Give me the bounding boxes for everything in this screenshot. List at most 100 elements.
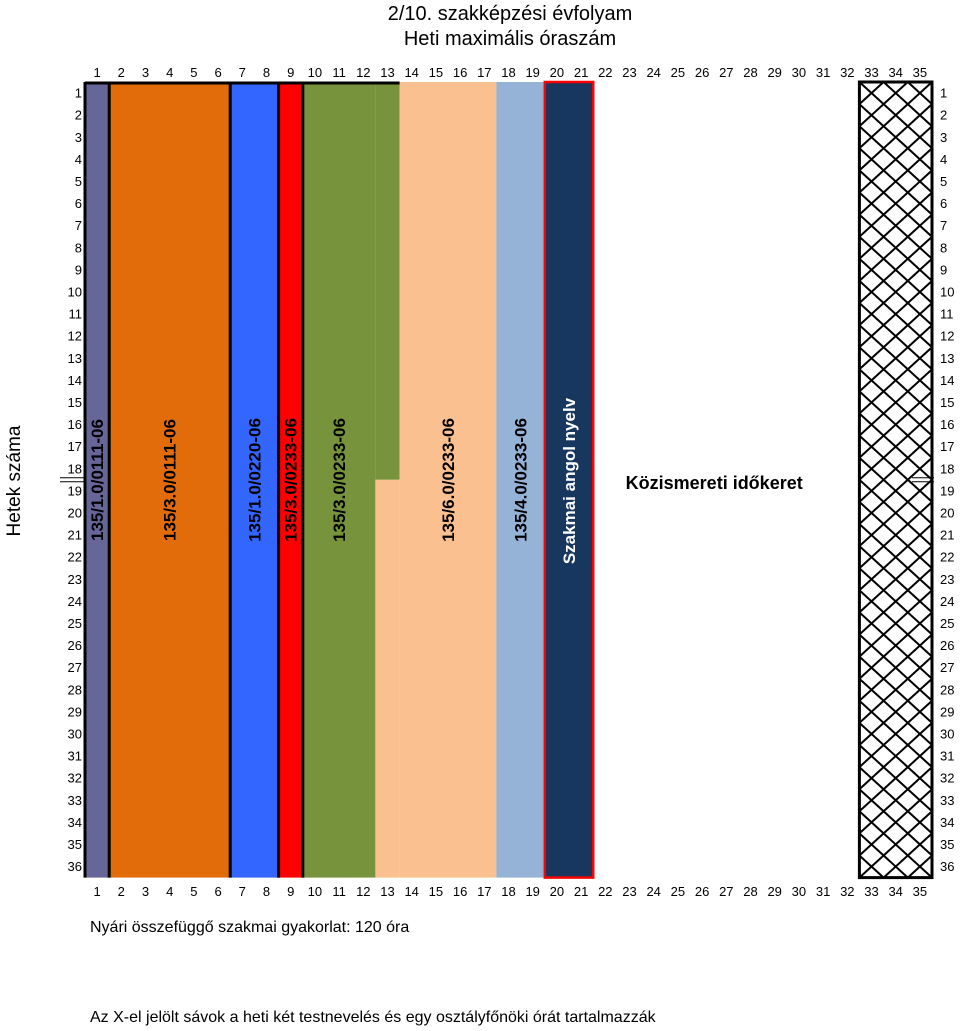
x-mark-cross <box>907 280 933 304</box>
x-tick-label-top: 12 <box>356 65 370 80</box>
x-mark-cross <box>907 213 933 238</box>
y-tick-label-right: 27 <box>940 660 954 675</box>
x-mark-cross <box>907 700 933 724</box>
y-tick-label-right: 12 <box>940 329 954 344</box>
x-tick-label-top: 28 <box>743 65 757 80</box>
y-tick-label-left: 10 <box>68 284 82 299</box>
x-mark-cross <box>907 722 933 746</box>
y-tick-label-right: 10 <box>940 284 954 299</box>
band-2-bar <box>109 82 231 878</box>
x-mark-cross <box>858 479 885 503</box>
x-mark-cross <box>907 589 933 614</box>
x-mark-cross <box>858 832 885 857</box>
x-tick-label-top: 1 <box>93 65 100 80</box>
footnote-x-marked: Az X-el jelölt sávok a heti két testneve… <box>90 1009 656 1026</box>
x-tick-label-top: 29 <box>767 65 781 80</box>
band-6-extra <box>375 479 400 878</box>
x-tick-label-top: 22 <box>598 65 612 80</box>
x-tick-label-top: 24 <box>646 65 660 80</box>
chart-subtitle: Heti maximális óraszám <box>403 28 617 50</box>
x-mark-cross <box>907 545 933 569</box>
y-tick-label-left: 22 <box>68 550 82 565</box>
x-mark-cross <box>858 611 885 636</box>
y-tick-label-left: 2 <box>75 108 82 123</box>
x-mark-cross <box>882 744 909 768</box>
y-tick-label-right: 2 <box>940 108 947 123</box>
y-tick-label-right: 1 <box>940 86 947 101</box>
x-tick-label-top: 27 <box>719 65 733 80</box>
x-mark-cross <box>858 700 885 724</box>
x-mark-cross <box>907 103 933 127</box>
y-tick-label-left: 30 <box>68 726 82 741</box>
x-tick-label-bottom: 35 <box>913 884 927 899</box>
y-tick-label-left: 28 <box>68 682 82 697</box>
y-tick-label-right: 32 <box>940 771 954 786</box>
x-mark-cross <box>858 456 885 481</box>
x-mark-cross <box>882 788 909 813</box>
x-mark-cross <box>882 567 909 592</box>
y-tick-label-left: 25 <box>68 616 82 631</box>
y-tick-label-left: 29 <box>68 704 82 719</box>
x-tick-label-bottom: 33 <box>864 884 878 899</box>
y-tick-label-right: 7 <box>940 218 947 233</box>
band-5-extra <box>375 82 400 480</box>
x-tick-label-top: 19 <box>525 65 539 80</box>
x-mark-cross <box>858 103 885 127</box>
y-tick-label-left: 20 <box>68 505 82 520</box>
y-tick-label-left: 12 <box>68 329 82 344</box>
x-tick-label-bottom: 10 <box>308 884 322 899</box>
x-tick-label-bottom: 26 <box>695 884 709 899</box>
x-mark-cross <box>858 655 885 680</box>
x-mark-cross <box>907 191 933 216</box>
x-tick-label-top: 31 <box>816 65 830 80</box>
x-tick-label-top: 21 <box>574 65 588 80</box>
footnote-internship: Nyári összefüggő szakmai gyakorlat: 120 … <box>90 919 410 936</box>
x-tick-label-bottom: 9 <box>287 884 294 899</box>
y-tick-label-left: 14 <box>68 373 82 388</box>
x-tick-label-top: 25 <box>671 65 685 80</box>
x-tick-label-top: 7 <box>239 65 246 80</box>
x-tick-label-top: 33 <box>864 65 878 80</box>
y-tick-label-right: 3 <box>940 130 947 145</box>
x-tick-label-bottom: 13 <box>380 884 394 899</box>
x-tick-label-top: 32 <box>840 65 854 80</box>
x-mark-cross <box>907 832 933 857</box>
x-tick-label-top: 17 <box>477 65 491 80</box>
x-tick-label-bottom: 27 <box>719 884 733 899</box>
x-mark-cross <box>858 81 885 105</box>
y-tick-label-right: 9 <box>940 262 947 277</box>
x-mark-cross <box>882 854 909 879</box>
x-mark-cross <box>858 434 885 459</box>
x-mark-cross <box>882 324 909 348</box>
x-mark-cross <box>907 766 933 790</box>
y-tick-label-right: 23 <box>940 572 954 587</box>
x-tick-label-bottom: 24 <box>646 884 660 899</box>
x-tick-label-bottom: 21 <box>574 884 588 899</box>
y-tick-label-left: 31 <box>68 749 82 764</box>
band-8-bar <box>543 80 595 879</box>
x-mark-cross <box>882 368 909 393</box>
x-mark-cross <box>882 258 909 282</box>
x-mark-cross <box>907 567 933 592</box>
y-tick-label-left: 8 <box>75 240 82 255</box>
y-tick-label-right: 13 <box>940 351 954 366</box>
x-mark-cross <box>858 412 885 437</box>
x-mark-cross <box>907 125 933 150</box>
x-tick-label-bottom: 7 <box>239 884 246 899</box>
x-tick-label-top: 16 <box>453 65 467 80</box>
x-tick-label-bottom: 5 <box>190 884 197 899</box>
x-mark-cross <box>882 456 909 481</box>
y-tick-label-right: 24 <box>940 594 954 609</box>
y-tick-label-left: 4 <box>75 152 82 167</box>
x-tick-label-top: 35 <box>913 65 927 80</box>
general-label: Közismereti időkeret <box>626 473 803 493</box>
y-tick-label-right: 14 <box>940 373 954 388</box>
band-6-label: 135/6.0/0233-06 <box>439 418 458 542</box>
x-tick-label-bottom: 29 <box>767 884 781 899</box>
x-tick-label-top: 23 <box>622 65 636 80</box>
x-mark-cross <box>907 523 933 547</box>
x-tick-label-top: 15 <box>429 65 443 80</box>
y-tick-label-right: 5 <box>940 174 947 189</box>
y-tick-label-right: 16 <box>940 417 954 432</box>
x-tick-label-top: 2 <box>118 65 125 80</box>
